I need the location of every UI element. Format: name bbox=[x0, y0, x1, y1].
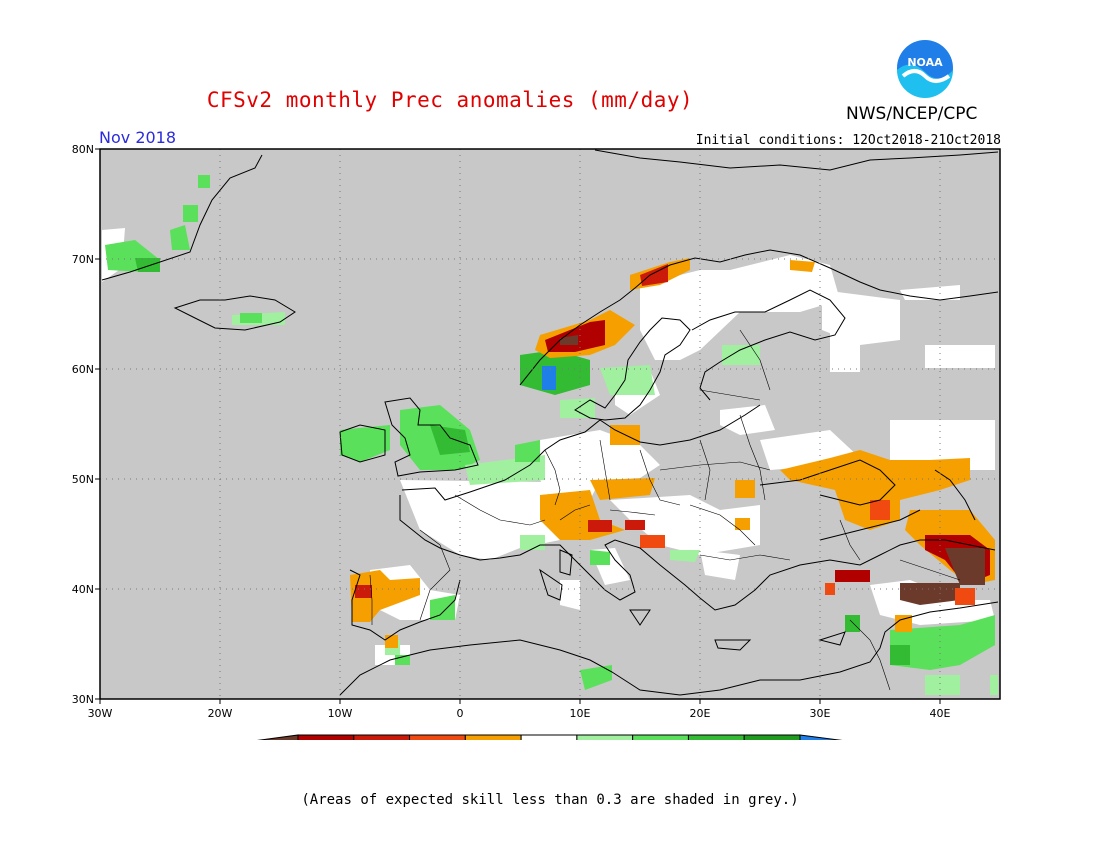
colorbar-bin bbox=[353, 734, 411, 740]
lat-label: 30N bbox=[72, 693, 94, 706]
lat-label: 80N bbox=[72, 143, 94, 156]
colorbar-bin bbox=[464, 734, 522, 740]
lon-label: 20E bbox=[690, 707, 711, 720]
colorbar-bin bbox=[409, 734, 466, 740]
agency-label: NWS/NCEP/CPC bbox=[846, 104, 978, 124]
lat-label: 50N bbox=[72, 473, 94, 486]
country-borders bbox=[369, 329, 961, 691]
near-normal-areas bbox=[102, 228, 995, 665]
precip-anomaly-map: 30W 20W 10W 0 10E 20E 30E 40E 30N 40N 50N 60N 70N 80N… bbox=[72, 143, 1001, 740]
colorbar: -1-0.8-0.6-0.4-0.20.20.40.60.81 bbox=[256, 734, 843, 740]
skill-note: (Areas of expected skill less than 0.3 a… bbox=[301, 792, 799, 808]
lat-label: 40N bbox=[72, 583, 94, 596]
lon-label: 20W bbox=[208, 707, 233, 720]
lon-label: 10E bbox=[570, 707, 591, 720]
lon-label: 30E bbox=[810, 707, 831, 720]
forecast-month: Nov 2018 bbox=[99, 128, 177, 147]
wet-anomaly-areas bbox=[105, 175, 998, 695]
lon-label: 10W bbox=[328, 707, 353, 720]
colorbar-high-arrow bbox=[799, 734, 843, 740]
lon-label: 0 bbox=[457, 707, 464, 720]
lon-label: 30W bbox=[88, 707, 113, 720]
colorbar-bin bbox=[743, 734, 801, 740]
lat-label: 60N bbox=[72, 363, 94, 376]
coastlines bbox=[101, 149, 999, 696]
colorbar-low-arrow bbox=[256, 734, 299, 740]
graticule bbox=[100, 149, 1000, 699]
lon-label: 40E bbox=[930, 707, 951, 720]
colorbar-bin bbox=[632, 734, 689, 740]
colorbar-bin bbox=[297, 734, 355, 740]
noaa-logo-text: NOAA bbox=[907, 56, 943, 69]
map-border bbox=[99, 148, 1001, 700]
noaa-logo: NOAA bbox=[893, 36, 957, 100]
map-frame bbox=[100, 149, 1000, 699]
colorbar-bin bbox=[687, 734, 745, 740]
lat-label: 70N bbox=[72, 253, 94, 266]
colorbar-bin bbox=[520, 734, 578, 740]
map-title: CFSv2 monthly Prec anomalies (mm/day) bbox=[206, 88, 694, 112]
axis-labels: 30W 20W 10W 0 10E 20E 30E 40E 30N 40N 50N 60N 70N 80N bbox=[72, 143, 951, 720]
colorbar-bin bbox=[576, 734, 634, 740]
initial-conditions: Initial conditions: 12Oct2018-21Oct2018 bbox=[695, 133, 1001, 148]
